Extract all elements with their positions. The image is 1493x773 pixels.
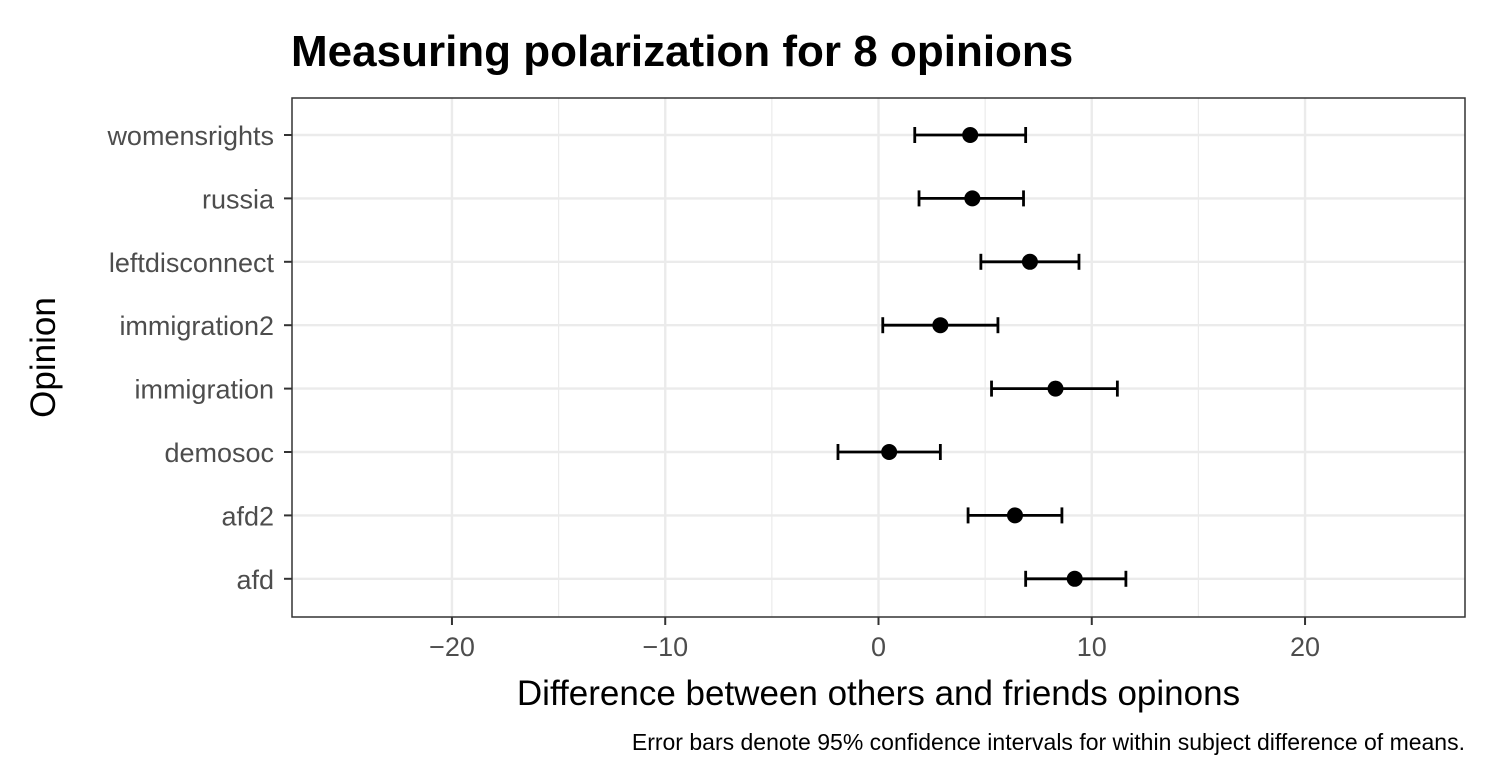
x-tick-label: −20 [429, 632, 475, 662]
y-tick-label: womensrights [106, 121, 274, 151]
errorbar-afd2 [966, 507, 1064, 524]
y-tick-label: immigration [134, 375, 274, 405]
data-point-immigration [1047, 380, 1064, 397]
x-axis-title: Difference between others and friends op… [517, 674, 1240, 713]
x-tick-label: 20 [1290, 632, 1320, 662]
data-point-afd2 [1006, 507, 1023, 524]
y-tick-label: immigration2 [119, 311, 274, 341]
errorbar-russia [917, 190, 1025, 207]
errorbar-afd [1024, 570, 1128, 587]
data-point-womensrights [962, 127, 979, 143]
y-axis-title: Opinion [24, 297, 63, 418]
y-tick-label: afd [236, 565, 274, 595]
errorbar-leftdisconnect [979, 253, 1081, 270]
chart-title: Measuring polarization for 8 opinions [291, 27, 1073, 76]
y-tick-label: leftdisconnect [109, 248, 275, 278]
x-tick-label: 10 [1077, 632, 1107, 662]
errorbar-demosoc [836, 444, 942, 460]
errorbar-womensrights [913, 127, 1028, 143]
y-axis-labels: womensrights russia leftdisconnect immigrat… [106, 121, 292, 595]
y-tick-label: russia [202, 184, 275, 214]
errorbar-immigration2 [881, 317, 1000, 334]
data-point-afd [1066, 570, 1083, 587]
chart-caption: Error bars denote 95% confidence interva… [632, 729, 1465, 755]
y-tick-label: afd2 [221, 501, 274, 531]
y-tick-label: demosoc [164, 438, 274, 468]
x-tick-label: −10 [642, 632, 688, 662]
data-marks [836, 127, 1128, 587]
errorbar-immigration [990, 380, 1119, 397]
data-point-demosoc [881, 444, 898, 460]
panel-border [291, 97, 1466, 618]
x-tick-label: 0 [871, 632, 886, 662]
data-point-immigration2 [932, 317, 949, 334]
x-axis-labels: −20 −10 0 10 20 [429, 617, 1320, 662]
data-point-russia [964, 190, 981, 207]
grid [292, 98, 1465, 617]
data-point-leftdisconnect [1021, 253, 1038, 270]
